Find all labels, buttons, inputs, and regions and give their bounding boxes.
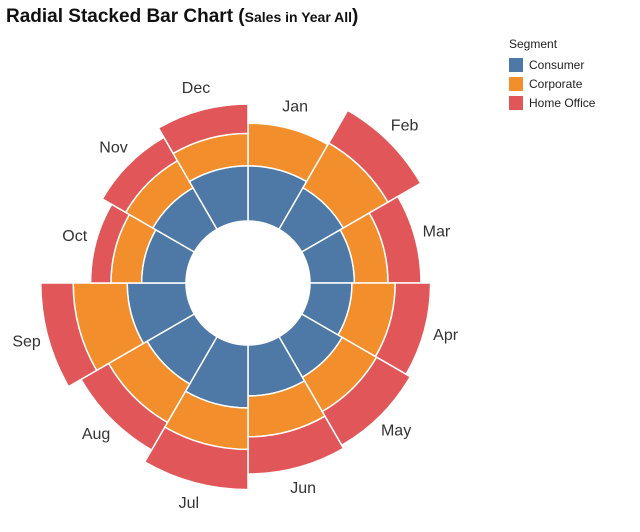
bar-feb-home-office[interactable] <box>327 109 422 204</box>
month-label-mar: Mar <box>423 224 451 241</box>
chart-title-main: Radial Stacked Bar Chart ( <box>6 6 245 27</box>
month-label-jul: Jul <box>179 495 199 512</box>
legend-item-corporate[interactable]: Corporate <box>509 74 595 93</box>
chart-title-sub: Sales in Year All <box>244 9 353 25</box>
legend-title: Segment <box>509 37 558 51</box>
legend-item-consumer[interactable]: Consumer <box>509 55 595 74</box>
bar-sep-home-office[interactable] <box>40 282 98 388</box>
month-label-dec: Dec <box>182 80 210 97</box>
legend-label-corporate: Corporate <box>529 76 583 91</box>
legend-label-home-office: Home Office <box>529 95 596 110</box>
chart-title-close: ) <box>352 6 359 27</box>
month-label-apr: Apr <box>433 327 459 344</box>
legend-swatch-corporate <box>509 76 523 91</box>
month-label-may: May <box>381 422 411 439</box>
legend: Segment Consumer Corporate Home Office <box>509 37 595 112</box>
legend-swatch-consumer <box>509 57 523 72</box>
month-label-feb: Feb <box>391 118 419 135</box>
legend-swatch-home-office <box>509 95 523 110</box>
month-label-aug: Aug <box>82 426 110 443</box>
legend-label-consumer: Consumer <box>529 57 585 72</box>
legend-item-home-office[interactable]: Home Office <box>509 93 595 112</box>
month-label-jan: Jan <box>282 99 308 116</box>
month-label-jun: Jun <box>290 480 316 497</box>
month-label-nov: Nov <box>99 140 127 157</box>
bar-dec-home-office[interactable] <box>157 103 249 155</box>
month-label-oct: Oct <box>62 228 87 245</box>
chart-title: Radial Stacked Bar Chart (Sales in Year … <box>6 6 358 28</box>
month-label-sep: Sep <box>12 334 41 351</box>
center-hole <box>186 221 310 345</box>
